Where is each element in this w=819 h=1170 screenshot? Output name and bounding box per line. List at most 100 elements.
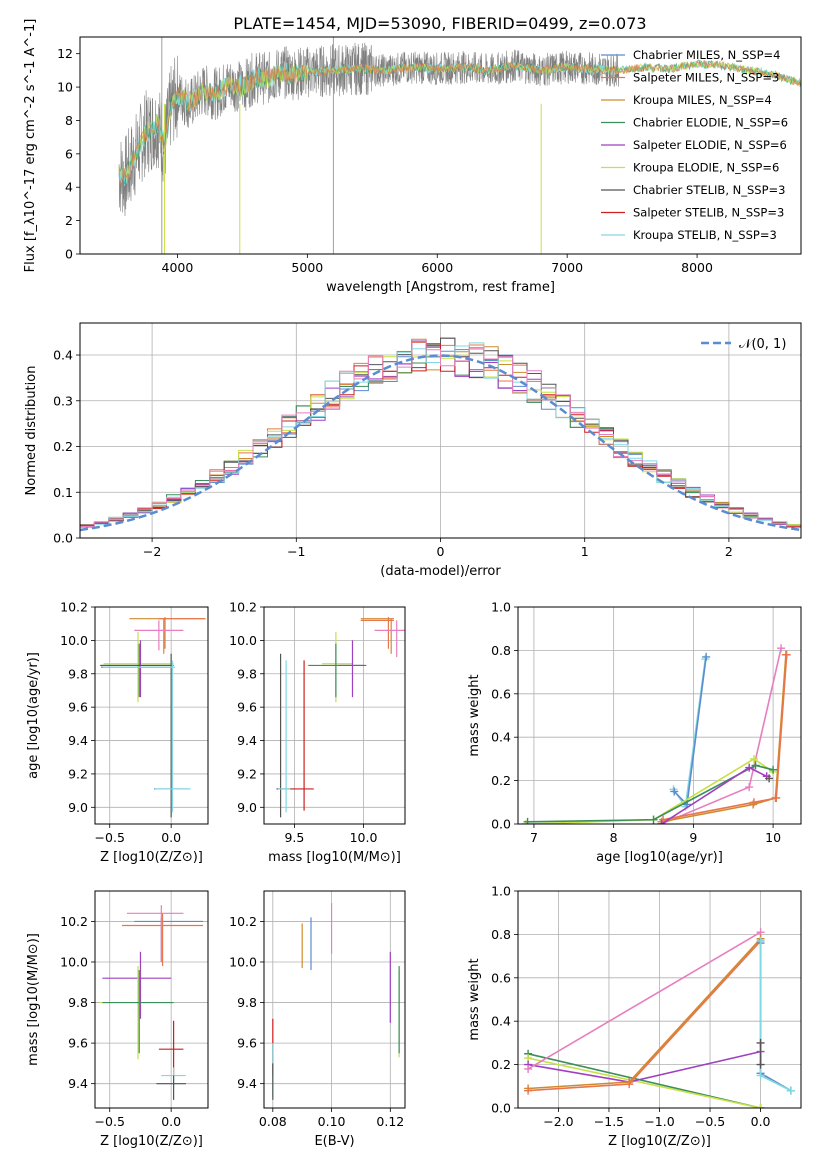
spectrum-ytick-label: 10 bbox=[57, 80, 73, 95]
weight-vs-age-chart: 7 8 9 10 0.0 0.2 0.4 0.6 0.8 1.0 age [log10(age/yr… bbox=[467, 600, 802, 865]
spectrum-legend-label: Chabrier ELODIE, N_SSP=6 bbox=[633, 116, 788, 130]
mass_vs_EBV-xlabel: E(B-V) bbox=[314, 1134, 354, 1149]
weight_vs_Z-xtick-label: −1.5 bbox=[594, 1114, 624, 1129]
spectrum-xlabel: wavelength [Angstrom, rest frame] bbox=[326, 280, 555, 295]
spectrum-legend-label: Chabrier MILES, N_SSP=4 bbox=[633, 48, 780, 62]
mass_vs_Z-ytick-label: 10.2 bbox=[60, 914, 88, 929]
spectrum-ytick-label: 0 bbox=[65, 247, 73, 262]
weight_vs_Z-xlabel: Z [log10(Z/Z⊙)] bbox=[608, 1134, 711, 1149]
weight_vs_age-point-marker bbox=[765, 774, 774, 783]
spectrum-xtick-label: 5000 bbox=[291, 260, 323, 275]
spectrum-legend-label: Salpeter STELIB, N_SSP=3 bbox=[633, 206, 784, 220]
age_vs_mass-ytick-label: 9.2 bbox=[237, 766, 257, 781]
age_vs_Z-ytick-label: 10.2 bbox=[60, 600, 88, 615]
weight_vs_Z-point-marker bbox=[524, 1064, 533, 1073]
spectrum-ylabel: Flux [f_λ10^-17 erg cm^-2 s^-1 A^-1] bbox=[23, 19, 38, 273]
weight_vs_Z-point-marker bbox=[756, 1071, 765, 1080]
spectrum-ytick-label: 12 bbox=[57, 46, 73, 61]
residuals-ytick-label: 0.2 bbox=[53, 439, 73, 454]
mass_vs_EBV-xtick-label: 0.10 bbox=[318, 1114, 346, 1129]
spectrum-xtick-label: 8000 bbox=[681, 260, 713, 275]
weight-vs-Z-chart: −2.0 −1.5 −1.0 −0.5 0.0 0.0 0.2 0.4 0.6 0.8 1.0 Z [… bbox=[467, 884, 802, 1149]
residuals-frame bbox=[79, 322, 802, 539]
mass_vs_Z-ytick-label: 9.8 bbox=[68, 995, 88, 1010]
age_vs_Z-ytick-label: 10.0 bbox=[60, 633, 88, 648]
spectrum-xtick-label: 7000 bbox=[551, 260, 583, 275]
spectrum-ytick-label: 8 bbox=[65, 113, 73, 128]
residuals-plot-area bbox=[80, 337, 801, 532]
mass_vs_Z-ytick-label: 9.6 bbox=[68, 1036, 88, 1051]
weight_vs_age-xlabel: age [log10(age/yr)] bbox=[596, 850, 723, 865]
age_vs_Z-xtick-label: −0.5 bbox=[95, 830, 125, 845]
spectrum-legend-label: Salpeter MILES, N_SSP=3 bbox=[633, 71, 779, 85]
residuals-ytick-label: 0.1 bbox=[53, 485, 73, 500]
age_vs_Z-ylabel: age [log10(age/yr)] bbox=[26, 652, 41, 779]
figure-title: PLATE=1454, MJD=53090, FIBERID=0499, z=0… bbox=[233, 14, 646, 33]
weight_vs_age-series-line bbox=[673, 656, 707, 807]
weight_vs_Z-series-line bbox=[759, 943, 792, 1092]
weight_vs_age-series-line bbox=[525, 757, 774, 824]
weight_vs_Z-point-marker bbox=[756, 1060, 765, 1069]
age_vs_mass-ytick-label: 9.0 bbox=[237, 800, 257, 815]
spectrum-ytick-label: 6 bbox=[65, 146, 73, 161]
weight_vs_Z-ytick-label: 0.8 bbox=[491, 927, 511, 942]
weight_vs_Z-xtick-label: −2.0 bbox=[543, 1114, 573, 1129]
weight_vs_age-frame bbox=[517, 606, 802, 825]
mass_vs_EBV-ytick-label: 10.2 bbox=[229, 914, 257, 929]
weight_vs_age-xtick-label: 8 bbox=[610, 830, 618, 845]
weight_vs_age-xtick-label: 10 bbox=[765, 830, 781, 845]
residuals-histogram-series bbox=[80, 337, 801, 528]
weight_vs_age-xtick-label: 7 bbox=[530, 830, 538, 845]
residuals-ytick-label: 0.0 bbox=[53, 531, 73, 546]
weight_vs_Z-series-line bbox=[759, 940, 792, 1092]
weight_vs_age-point-marker bbox=[702, 652, 711, 661]
weight_vs_age-ytick-label: 0.0 bbox=[491, 817, 511, 832]
age_vs_mass-frame bbox=[263, 606, 406, 825]
weight_vs_age-point-marker bbox=[670, 787, 679, 796]
residuals-legend-label: 𝒩(0, 1) bbox=[739, 337, 786, 352]
mass_vs_Z-frame bbox=[94, 890, 209, 1109]
mass_vs_EBV-ytick-label: 10.0 bbox=[229, 954, 257, 969]
mass_vs_Z-ytick-label: 10.0 bbox=[60, 954, 88, 969]
weight_vs_age-ytick-label: 0.6 bbox=[491, 686, 511, 701]
weight_vs_Z-series-line bbox=[527, 931, 762, 1070]
weight_vs_age-ytick-label: 0.4 bbox=[491, 730, 511, 745]
mass_vs_EBV-ytick-label: 9.6 bbox=[237, 1036, 257, 1051]
age_vs_mass-plot-area bbox=[276, 617, 405, 818]
spectrum-chart: 4000 5000 6000 7000 8000 0 2 4 6 8 10 12 wavelength … bbox=[23, 19, 802, 295]
weight_vs_Z-ytick-label: 1.0 bbox=[491, 884, 511, 899]
age-vs-mass-chart: 9.5 10.0 9.0 9.2 9.4 9.6 9.8 10.0 10.2 mass [log1… bbox=[229, 600, 406, 865]
residuals-xtick-label: 2 bbox=[725, 544, 733, 559]
weight_vs_age-ytick-label: 1.0 bbox=[491, 600, 511, 615]
mass_vs_Z-ylabel: mass [log10(M/M⊙)] bbox=[26, 933, 41, 1066]
age_vs_mass-ytick-label: 9.8 bbox=[237, 666, 257, 681]
mass_vs_Z-ytick-label: 9.4 bbox=[68, 1076, 88, 1091]
age_vs_Z-frame bbox=[94, 606, 209, 825]
weight_vs_Z-ylabel: mass weight bbox=[467, 958, 482, 1040]
residuals-histogram-series bbox=[80, 341, 801, 527]
mass_vs_Z-plot-area bbox=[99, 905, 204, 1100]
residuals-ytick-label: 0.3 bbox=[53, 393, 73, 408]
weight_vs_Z-series-line bbox=[527, 1057, 761, 1108]
weight_vs_Z-ytick-label: 0.0 bbox=[491, 1101, 511, 1116]
spectrum-legend-label: Kroupa ELODIE, N_SSP=6 bbox=[633, 161, 779, 175]
weight_vs_age-xtick-label: 9 bbox=[689, 830, 697, 845]
spectrum-xtick-label: 4000 bbox=[162, 260, 194, 275]
weight_vs_Z-ytick-label: 0.4 bbox=[491, 1014, 511, 1029]
weight_vs_Z-xtick-label: −0.5 bbox=[695, 1114, 725, 1129]
age_vs_mass-ytick-label: 9.6 bbox=[237, 700, 257, 715]
residuals-xtick-label: 0 bbox=[437, 544, 445, 559]
age_vs_Z-xtick-label: 0.0 bbox=[161, 830, 181, 845]
age-vs-Z-chart: −0.5 0.0 9.0 9.2 9.4 9.6 9.8 10.0 10.2 Z [log10(Z… bbox=[26, 600, 209, 865]
weight_vs_age-point-marker bbox=[649, 815, 658, 824]
spectrum-model-line bbox=[118, 59, 801, 185]
weight_vs_age-series-line bbox=[662, 654, 788, 821]
age_vs_mass-ytick-label: 10.2 bbox=[229, 600, 257, 615]
spectrum-plot-area bbox=[118, 37, 801, 254]
weight_vs_age-point-marker bbox=[749, 798, 758, 807]
weight_vs_Z-point-marker bbox=[756, 1038, 765, 1047]
weight_vs_age-ytick-label: 0.2 bbox=[491, 773, 511, 788]
weight_vs_age-point-marker bbox=[749, 754, 758, 763]
age_vs_mass-xtick-label: 10.0 bbox=[350, 830, 378, 845]
weight_vs_Z-point-marker bbox=[524, 1086, 533, 1095]
